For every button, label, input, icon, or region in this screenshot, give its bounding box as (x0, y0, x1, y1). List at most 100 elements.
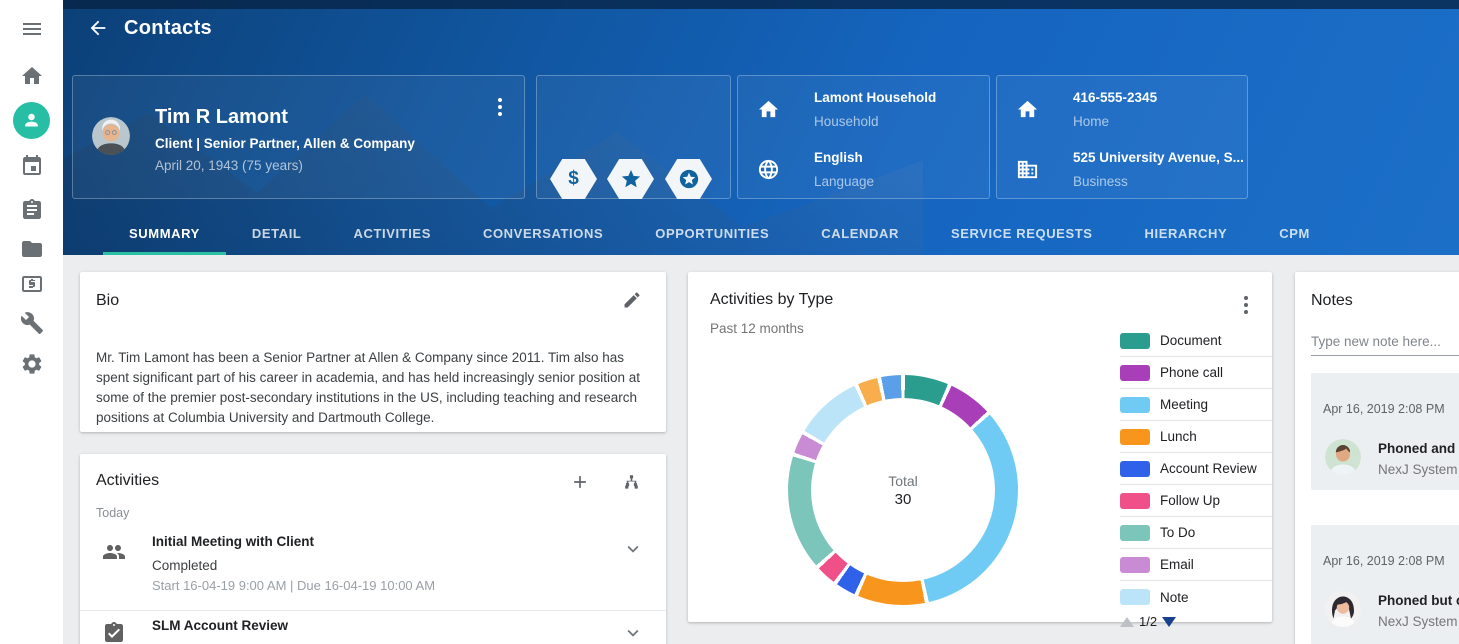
task-check-icon (102, 621, 126, 644)
phone-row[interactable]: 416-555-2345 Home (997, 90, 1247, 142)
activity-schedule: Start 16-04-19 9:00 AM | Due 16-04-19 10… (152, 578, 436, 593)
legend-item-to-do[interactable]: To Do (1120, 517, 1272, 549)
tab-hierarchy[interactable]: HIERARCHY (1144, 226, 1228, 241)
activity-status: Completed (152, 558, 218, 573)
add-activity-button[interactable] (570, 472, 594, 496)
arrow-back-icon (90, 20, 106, 36)
household-row[interactable]: Lamont Household Household (738, 90, 989, 142)
home-icon (21, 67, 42, 84)
legend-pagination: 1/2 (1120, 614, 1177, 629)
chart-subtitle: Past 12 months (710, 321, 804, 336)
activities-title: Activities (96, 472, 160, 489)
legend-item-account-review[interactable]: Account Review (1120, 453, 1272, 485)
legend-swatch (1120, 460, 1150, 477)
donut-center-total: 30 (894, 490, 912, 508)
contact-header: Contacts Tim R Lamont Client | Senior Pa… (63, 0, 1459, 255)
activity-row[interactable]: SLM Account Review Outstanding (80, 610, 666, 644)
legend-item-follow-up[interactable]: Follow Up (1120, 485, 1272, 517)
sidebar-item-documents[interactable] (0, 237, 63, 261)
note-text: Phoned and le (1378, 441, 1459, 456)
new-note-input[interactable] (1311, 330, 1459, 356)
plus-icon (574, 476, 586, 488)
sidebar-item-home[interactable] (0, 64, 63, 88)
bio-edit-button[interactable] (622, 290, 646, 314)
note-item[interactable]: Apr 16, 2019 2:08 PM Phoned and le NexJ … (1311, 373, 1459, 490)
contact-subtitle: Client | Senior Partner, Allen & Company (155, 136, 415, 151)
building-icon (1016, 158, 1039, 186)
chevron-down-icon[interactable] (622, 622, 646, 644)
sidebar-item-tasks[interactable] (0, 198, 63, 222)
legend-item-lunch[interactable]: Lunch (1120, 421, 1272, 453)
legend-page-up-icon[interactable] (1120, 616, 1134, 627)
legend-item-note[interactable]: Note (1120, 581, 1272, 613)
profile-more-button[interactable] (494, 94, 506, 120)
activity-hierarchy-button[interactable] (622, 472, 646, 496)
pencil-icon (624, 292, 640, 308)
sidebar-item-contacts[interactable] (0, 102, 63, 139)
legend-item-document[interactable]: Document (1120, 325, 1272, 357)
contacts-active-bubble (13, 102, 50, 139)
legend-item-meeting[interactable]: Meeting (1120, 389, 1272, 421)
org-chart-icon (625, 475, 638, 489)
tab-cpm[interactable]: CPM (1279, 226, 1310, 241)
legend-page-down-icon[interactable] (1162, 616, 1177, 627)
note-item[interactable]: Apr 16, 2019 2:08 PM Phoned but co NexJ … (1311, 525, 1459, 644)
folder-icon (21, 241, 42, 257)
address-label: Business (1073, 174, 1128, 189)
app-bar: Contacts (63, 0, 1459, 56)
language-row[interactable]: English Language (738, 150, 989, 202)
legend-item-email[interactable]: Email (1120, 549, 1272, 581)
language-label: Language (814, 174, 875, 189)
sidebar-item-tools[interactable] (0, 311, 63, 335)
sidebar-item-calendar[interactable] (0, 154, 63, 178)
activity-title: Initial Meeting with Client (152, 534, 314, 549)
sidebar-item-settings[interactable] (0, 352, 63, 376)
chart-more-button[interactable] (1240, 292, 1252, 318)
sidebar-item-billing[interactable] (0, 272, 63, 296)
note-timestamp: Apr 16, 2019 2:08 PM (1323, 402, 1445, 416)
hamburger-icon (22, 23, 41, 35)
household-card: Lamont Household Household English Langu… (737, 75, 990, 199)
note-author-avatar (1325, 591, 1361, 627)
star-circle-badge-icon[interactable] (665, 159, 712, 199)
badges-card: $ (536, 75, 731, 199)
legend-swatch (1120, 396, 1150, 413)
note-author-avatar (1325, 439, 1361, 475)
note-text: Phoned but co (1378, 593, 1459, 608)
tab-service-requests[interactable]: SERVICE REQUESTS (950, 226, 1093, 241)
tab-calendar[interactable]: CALENDAR (821, 226, 899, 241)
contact-name: Tim R Lamont (155, 106, 288, 128)
profile-summary-card: Tim R Lamont Client | Senior Partner, Al… (72, 75, 525, 199)
wrench-icon (20, 312, 43, 334)
contact-info-card: 416-555-2345 Home 525 University Avenue,… (996, 75, 1248, 199)
bio-text: Mr. Tim Lamont has been a Senior Partner… (96, 350, 641, 425)
hamburger-menu-button[interactable] (0, 17, 63, 41)
tab-detail[interactable]: DETAIL (251, 226, 302, 241)
tab-summary[interactable]: SUMMARY (103, 212, 226, 255)
phone-value: 416-555-2345 (1073, 90, 1158, 105)
household-label: Household (814, 114, 879, 129)
legend-swatch (1120, 428, 1150, 445)
legend-item-phone-call[interactable]: Phone call (1120, 357, 1272, 389)
activities-group-label: Today (96, 506, 130, 520)
back-button[interactable] (85, 15, 111, 41)
phone-label: Home (1073, 114, 1110, 129)
tab-activities[interactable]: ACTIVITIES (353, 226, 431, 241)
donut-chart[interactable]: Total 30 (788, 375, 1018, 605)
star-badge-icon[interactable] (607, 159, 654, 199)
chevron-down-icon[interactable] (622, 538, 646, 562)
dollar-badge-icon[interactable]: $ (550, 159, 597, 199)
tab-conversations[interactable]: CONVERSATIONS (482, 226, 604, 241)
activities-by-type-card: Activities by Type Past 12 months Total … (688, 272, 1272, 629)
gear-icon (22, 354, 41, 374)
calendar-icon (22, 155, 41, 175)
address-row[interactable]: 525 University Avenue, S... Business (997, 150, 1247, 202)
person-icon (25, 113, 38, 127)
activity-row[interactable]: Initial Meeting with Client Completed St… (80, 534, 666, 606)
tab-opportunities[interactable]: OPPORTUNITIES (655, 226, 770, 241)
legend-swatch (1120, 589, 1150, 605)
people-icon (102, 540, 126, 569)
household-value: Lamont Household (814, 90, 937, 105)
donut-center: Total 30 (811, 398, 995, 582)
